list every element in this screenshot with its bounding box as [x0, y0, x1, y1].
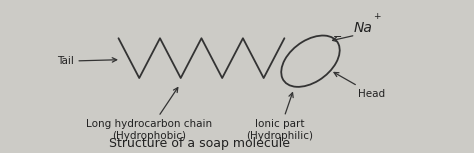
Text: Head: Head: [334, 73, 385, 99]
Text: −: −: [333, 32, 343, 43]
Text: Tail: Tail: [56, 56, 117, 66]
Text: Structure of a soap molecule: Structure of a soap molecule: [109, 137, 290, 150]
Text: Long hydrocarbon chain
(Hydrophobic): Long hydrocarbon chain (Hydrophobic): [86, 88, 212, 141]
Text: +: +: [373, 12, 381, 21]
Text: Ionic part
(Hydrophilic): Ionic part (Hydrophilic): [246, 93, 313, 141]
Text: Na: Na: [353, 21, 372, 35]
